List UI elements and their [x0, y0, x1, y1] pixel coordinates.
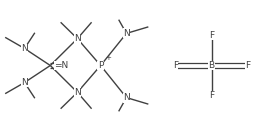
Text: N: N	[21, 78, 28, 87]
Text: P: P	[98, 61, 103, 70]
Text: F: F	[173, 61, 178, 70]
Text: +: +	[105, 55, 111, 61]
Text: N: N	[123, 29, 130, 38]
Text: F: F	[209, 91, 214, 100]
Text: B: B	[208, 61, 215, 70]
Text: N: N	[74, 88, 81, 97]
Text: F: F	[245, 61, 250, 70]
Text: F: F	[209, 31, 214, 40]
Text: N: N	[123, 93, 130, 102]
Text: N: N	[74, 34, 81, 43]
Text: =N: =N	[54, 61, 68, 70]
Text: N: N	[21, 44, 28, 53]
